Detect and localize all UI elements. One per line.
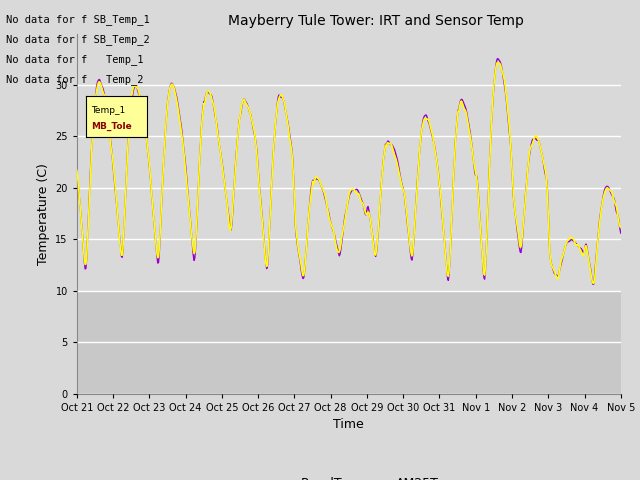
Text: MB_Tole: MB_Tole xyxy=(92,122,132,131)
Legend: PanelT, AM25T: PanelT, AM25T xyxy=(254,472,444,480)
Y-axis label: Temperature (C): Temperature (C) xyxy=(36,163,50,264)
Text: Temp_1: Temp_1 xyxy=(92,106,125,115)
Text: No data for f   Temp_1: No data for f Temp_1 xyxy=(6,54,144,65)
Text: No data for f   Temp_2: No data for f Temp_2 xyxy=(6,74,144,85)
X-axis label: Time: Time xyxy=(333,418,364,431)
Bar xyxy=(77,96,621,291)
Bar xyxy=(77,291,621,394)
Title: Mayberry Tule Tower: IRT and Sensor Temp: Mayberry Tule Tower: IRT and Sensor Temp xyxy=(228,14,524,28)
Text: No data for f SB_Temp_2: No data for f SB_Temp_2 xyxy=(6,34,150,45)
Bar xyxy=(77,34,621,96)
Text: No data for f SB_Temp_1: No data for f SB_Temp_1 xyxy=(6,13,150,24)
